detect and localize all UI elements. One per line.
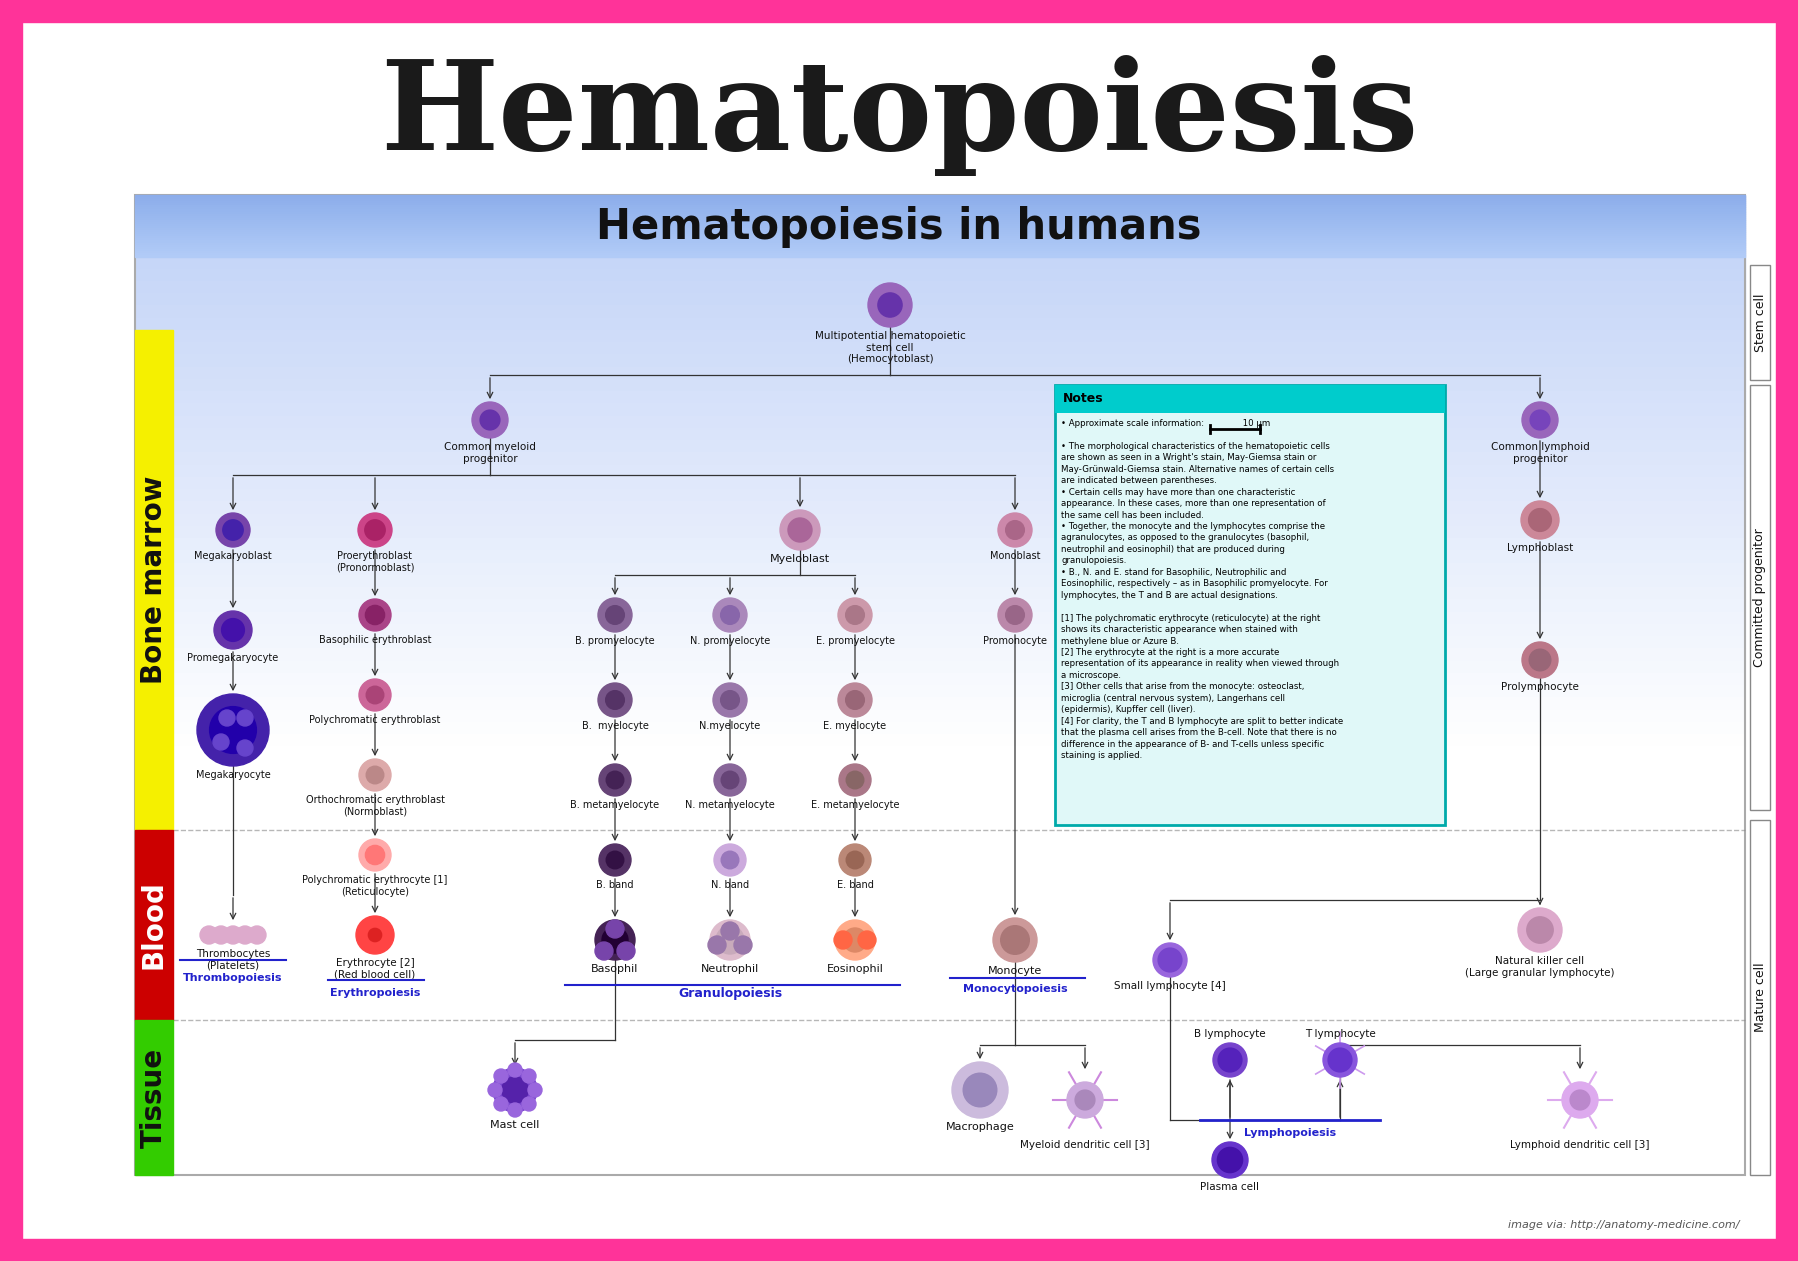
Circle shape: [1214, 1043, 1248, 1077]
Circle shape: [521, 1069, 536, 1083]
Circle shape: [721, 922, 739, 939]
Circle shape: [1066, 1082, 1102, 1119]
Bar: [135, 199, 1746, 202]
Text: Plasma cell: Plasma cell: [1201, 1182, 1260, 1192]
Bar: [135, 242, 1746, 245]
Circle shape: [1530, 649, 1552, 671]
Bar: [135, 931, 1746, 942]
Text: Lymphopoiesis: Lymphopoiesis: [1244, 1129, 1336, 1137]
Bar: [135, 464, 1746, 477]
Circle shape: [365, 520, 385, 540]
Bar: [135, 281, 1746, 293]
Circle shape: [509, 1063, 521, 1077]
Bar: [135, 247, 1746, 248]
Circle shape: [1329, 1048, 1352, 1072]
Circle shape: [358, 513, 392, 547]
Circle shape: [365, 605, 385, 624]
Bar: [135, 1139, 1746, 1150]
Text: N. band: N. band: [710, 880, 750, 890]
Bar: [135, 893, 1746, 905]
Circle shape: [602, 927, 628, 953]
Bar: [1055, 385, 1446, 825]
Circle shape: [721, 772, 739, 789]
Bar: [135, 203, 1746, 206]
Bar: [135, 202, 1746, 203]
Circle shape: [1212, 1142, 1248, 1178]
Bar: [135, 881, 1746, 893]
Circle shape: [1217, 1148, 1242, 1173]
Bar: [135, 1113, 1746, 1126]
Circle shape: [847, 772, 863, 789]
Circle shape: [1153, 943, 1187, 977]
Bar: [135, 538, 1746, 550]
Bar: [135, 979, 1746, 991]
Text: Eosinophil: Eosinophil: [827, 963, 883, 973]
Circle shape: [487, 1083, 502, 1097]
Bar: [135, 354, 1746, 367]
Bar: [135, 416, 1746, 427]
Bar: [135, 588, 1746, 599]
Bar: [135, 1016, 1746, 1028]
Text: Mature cell: Mature cell: [1753, 962, 1766, 1033]
Circle shape: [1530, 410, 1550, 430]
Bar: [135, 489, 1746, 502]
Circle shape: [198, 694, 270, 765]
Circle shape: [1527, 917, 1553, 943]
Bar: [135, 391, 1746, 404]
Circle shape: [843, 928, 867, 952]
Bar: [135, 228, 1746, 231]
Bar: [135, 526, 1746, 538]
Circle shape: [216, 513, 250, 547]
Bar: [135, 243, 1746, 256]
Bar: [135, 796, 1746, 807]
Text: Lymphoid dendritic cell [3]: Lymphoid dendritic cell [3]: [1510, 1140, 1651, 1150]
Bar: [135, 807, 1746, 820]
Bar: [135, 248, 1746, 251]
Circle shape: [714, 764, 746, 796]
Bar: [135, 207, 1746, 219]
Text: Erythrocyte [2]
(Red blood cell): Erythrocyte [2] (Red blood cell): [334, 958, 415, 980]
Circle shape: [367, 686, 383, 704]
Bar: [135, 197, 1746, 199]
Circle shape: [214, 612, 252, 649]
Bar: [135, 318, 1746, 329]
Circle shape: [502, 1077, 529, 1103]
Text: Tissue: Tissue: [140, 1048, 167, 1148]
Circle shape: [1528, 508, 1552, 531]
Bar: [135, 342, 1746, 354]
Text: • Approximate scale information:              10 μm

• The morphological charact: • Approximate scale information: 10 μm •…: [1061, 419, 1343, 760]
Bar: [135, 1163, 1746, 1175]
Bar: [135, 697, 1746, 710]
Bar: [135, 209, 1746, 212]
Text: Multipotential hematopoietic
stem cell
(Hemocytoblast): Multipotential hematopoietic stem cell (…: [814, 330, 966, 364]
Text: Prolymphocyte: Prolymphocyte: [1501, 682, 1579, 692]
Text: T lymphocyte: T lymphocyte: [1305, 1029, 1375, 1039]
Bar: [135, 918, 1746, 931]
Bar: [135, 367, 1746, 378]
Bar: [135, 685, 1746, 697]
Bar: [135, 856, 1746, 869]
Circle shape: [360, 599, 390, 630]
Circle shape: [237, 710, 254, 726]
Circle shape: [219, 710, 236, 726]
Bar: [135, 734, 1746, 747]
Bar: [135, 783, 1746, 796]
Circle shape: [212, 926, 230, 944]
Bar: [135, 845, 1746, 856]
Text: B lymphocyte: B lymphocyte: [1194, 1029, 1266, 1039]
Bar: [135, 942, 1746, 955]
Bar: [135, 404, 1746, 416]
Circle shape: [834, 931, 852, 950]
Circle shape: [838, 598, 872, 632]
Bar: [135, 636, 1746, 648]
Circle shape: [840, 764, 870, 796]
Bar: [135, 253, 1746, 255]
Circle shape: [1521, 402, 1559, 438]
Circle shape: [1217, 1048, 1242, 1072]
Bar: [135, 502, 1746, 513]
Circle shape: [365, 845, 385, 865]
Text: N.myelocyte: N.myelocyte: [699, 721, 761, 731]
Bar: [135, 1150, 1746, 1163]
Circle shape: [858, 931, 876, 950]
Bar: [0, 0, 22, 1261]
